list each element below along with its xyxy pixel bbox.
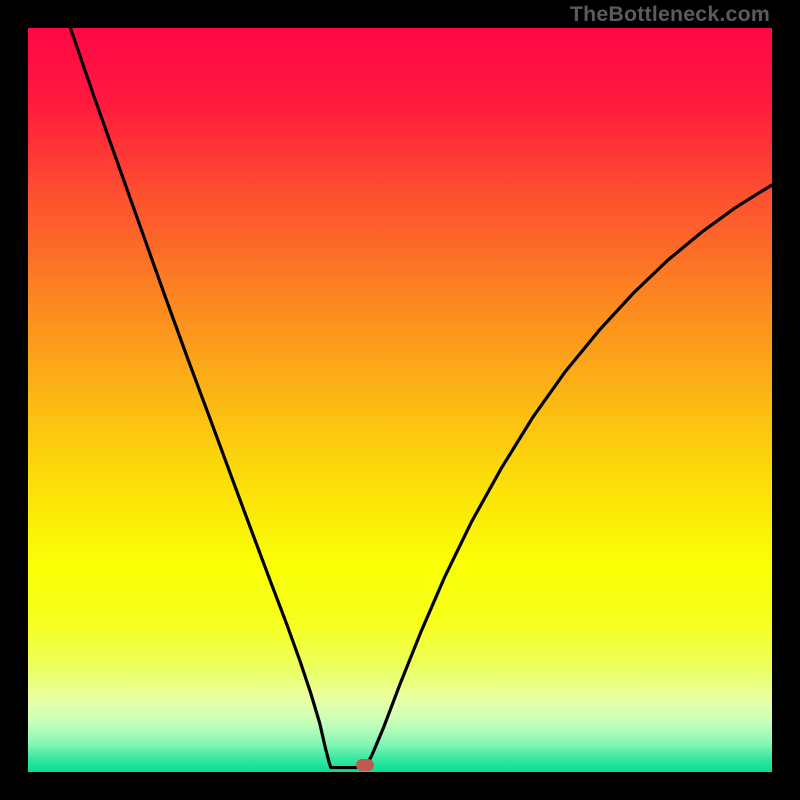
plot-area [28, 28, 772, 772]
minimum-marker [356, 759, 374, 771]
chart-frame: TheBottleneck.com [0, 0, 800, 800]
watermark-text: TheBottleneck.com [570, 2, 770, 27]
bottleneck-curve [28, 28, 772, 772]
